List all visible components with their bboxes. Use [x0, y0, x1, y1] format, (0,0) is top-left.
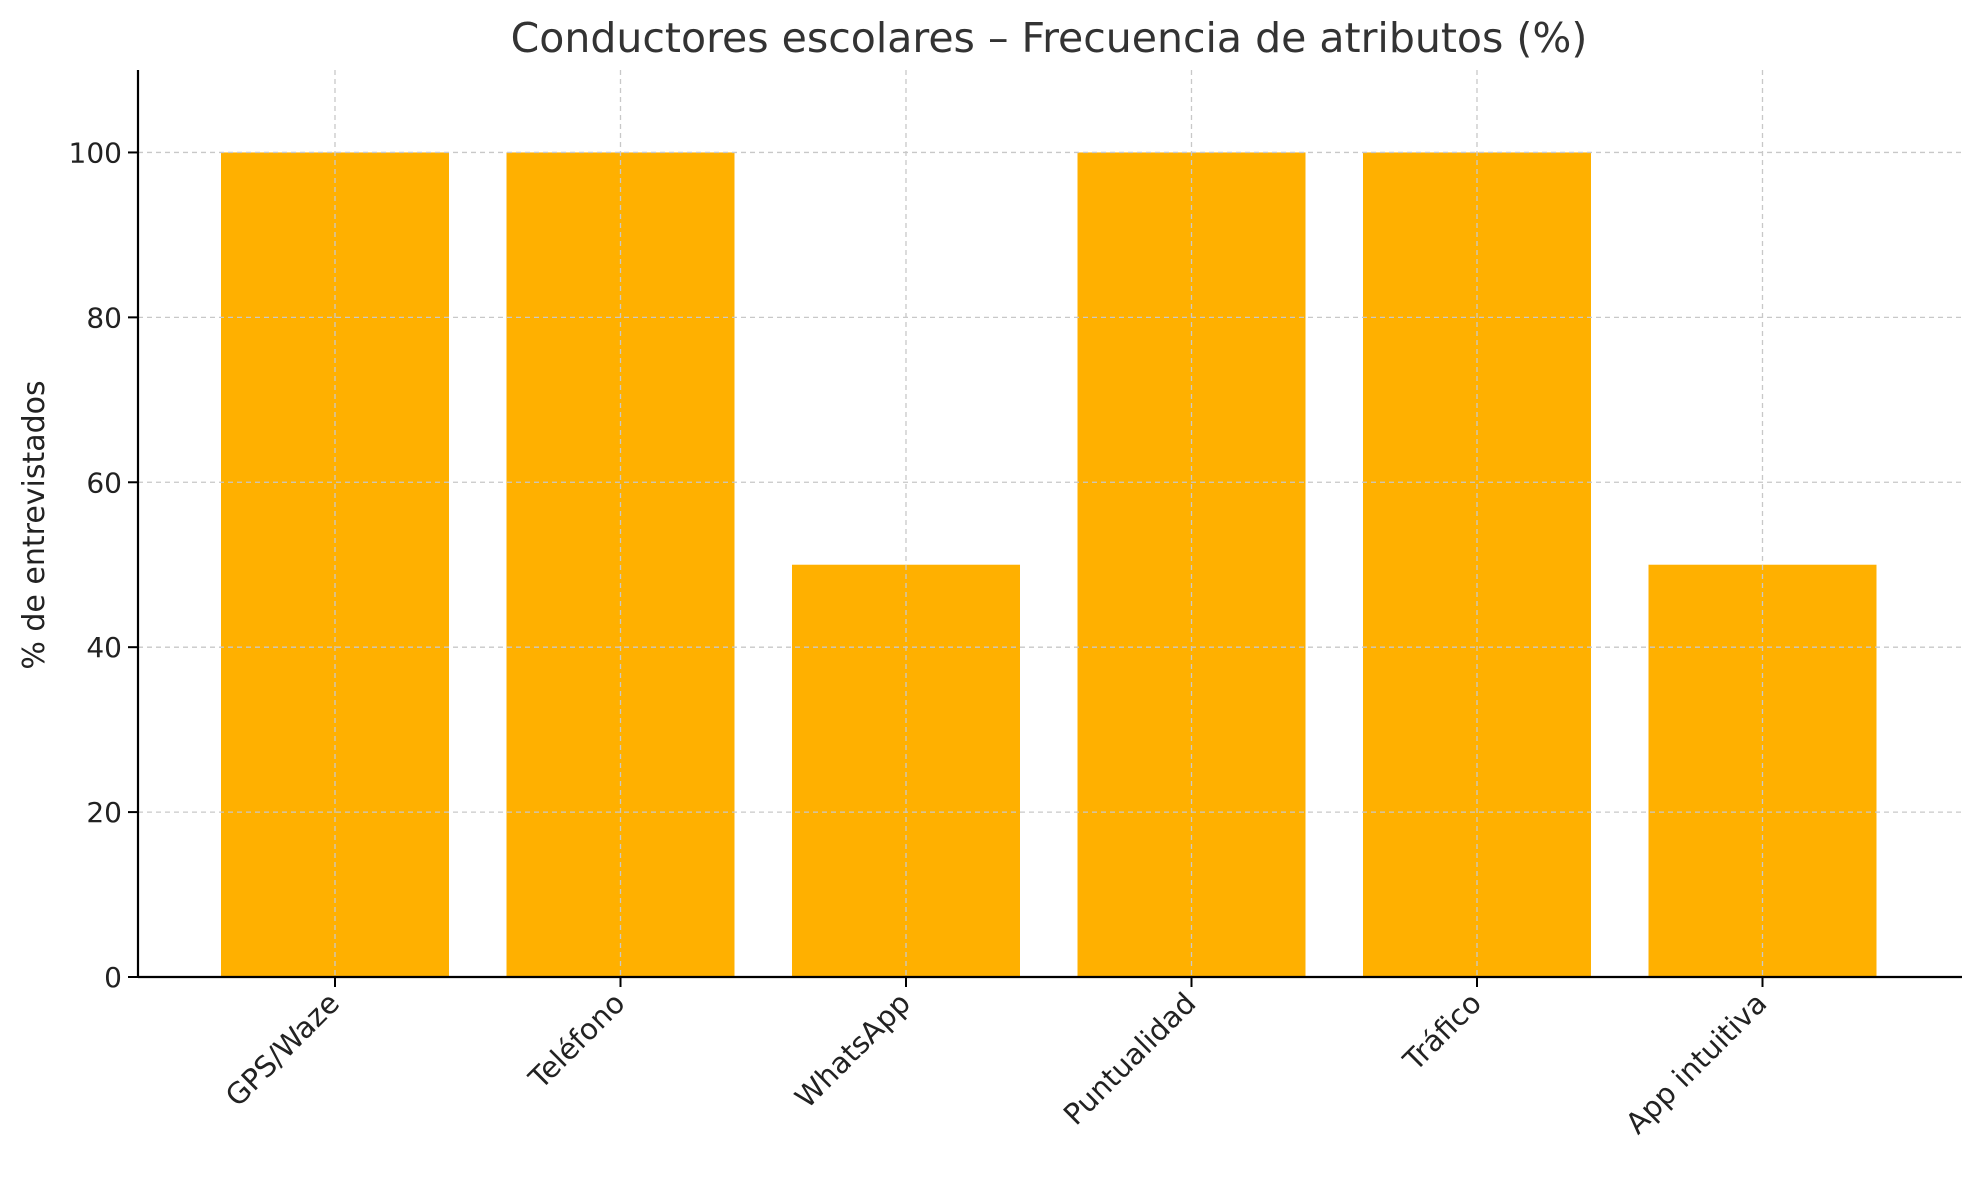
y-tick-label: 40	[86, 631, 122, 664]
x-tick-label: GPS/Waze	[219, 986, 346, 1113]
y-tick-label: 100	[69, 136, 122, 169]
x-tick-label: Puntualidad	[1057, 986, 1203, 1132]
x-tick-label: App intuitiva	[1619, 986, 1773, 1140]
chart-title: Conductores escolares – Frecuencia de at…	[511, 14, 1588, 62]
x-tick-label: Tráfico	[1396, 986, 1488, 1078]
y-tick-label: 0	[104, 961, 122, 994]
bars	[221, 152, 1877, 978]
y-axis-label: % de entrevistados	[17, 380, 52, 669]
x-tick-label: Teléfono	[521, 986, 631, 1096]
y-tick-label: 80	[86, 301, 122, 334]
grid-lines	[138, 70, 1962, 977]
y-tick-label: 60	[86, 466, 122, 499]
axes	[128, 70, 1962, 987]
x-tick-label: WhatsApp	[788, 986, 917, 1115]
bar-app-intuitiva	[1648, 564, 1877, 977]
bar-whatsapp	[792, 564, 1020, 977]
y-tick-label: 20	[86, 796, 122, 829]
